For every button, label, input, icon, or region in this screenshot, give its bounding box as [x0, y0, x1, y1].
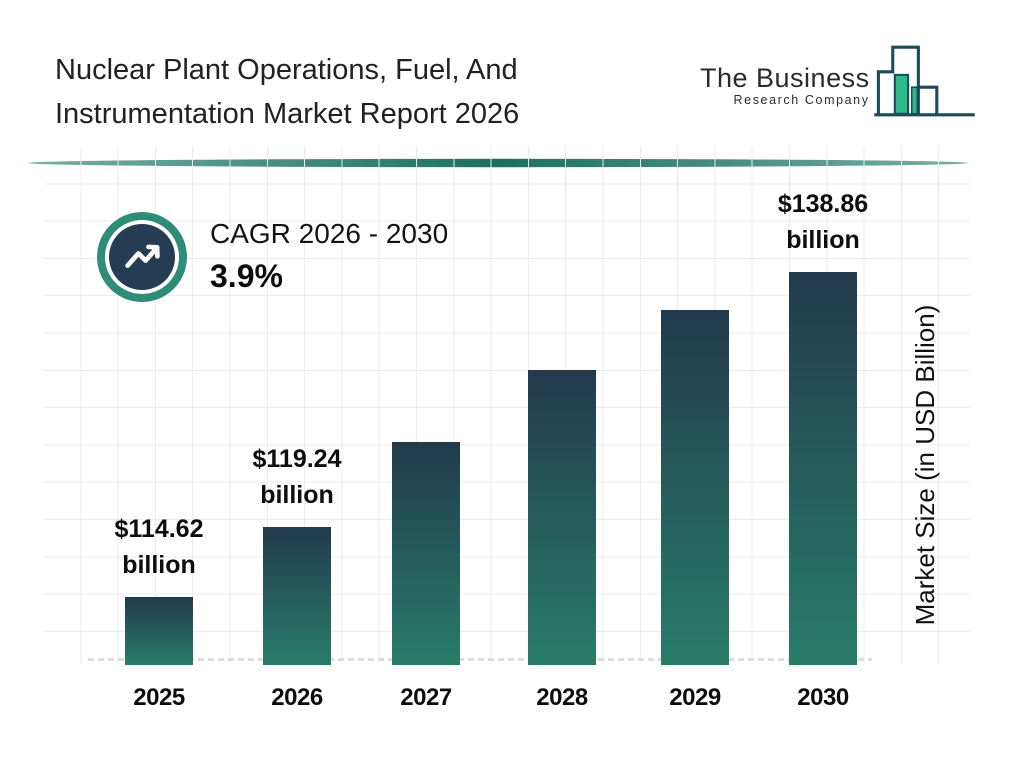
bar — [125, 597, 193, 665]
company-subname: Research Company — [733, 93, 870, 107]
company-logo-mark-icon — [873, 45, 975, 117]
bar-value-label: $114.62 billion — [114, 515, 204, 579]
chart-baseline-dashed — [88, 658, 872, 661]
bar — [789, 272, 857, 665]
cagr-label: CAGR 2026 - 2030 — [210, 218, 449, 249]
x-tick-label: 2027 — [400, 684, 452, 711]
x-tick-label: 2028 — [536, 684, 588, 711]
x-tick-label: 2025 — [133, 684, 185, 711]
page-title-line2: Instrumentation Market Report 2026 — [55, 98, 520, 130]
trending-up-arrow-icon — [125, 244, 160, 268]
bar — [392, 442, 460, 665]
cagr-badge-inner — [109, 224, 175, 290]
x-tick-label: 2026 — [271, 684, 323, 711]
bar-value-label: $138.86 billion — [777, 190, 869, 254]
page-title-line1: Nuclear Plant Operations, Fuel, And — [55, 54, 518, 86]
y-axis-label: Market Size (in USD Billion) — [909, 304, 940, 626]
cagr-badge-white-ring — [105, 220, 179, 294]
company-name: The Business — [700, 63, 870, 93]
bar — [528, 370, 596, 665]
cagr-value: 3.9% — [210, 258, 283, 294]
company-logo: The Business Research Company — [700, 38, 977, 122]
company-logo-text: The Business Research Company — [700, 64, 870, 107]
x-tick-label: 2029 — [669, 684, 721, 711]
bar — [263, 527, 331, 665]
x-tick-label: 2030 — [797, 684, 849, 711]
bar — [661, 310, 729, 665]
page-title: Nuclear Plant Operations, Fuel, And Inst… — [55, 48, 695, 136]
cagr-badge — [97, 212, 187, 302]
bar-value-label: $119.24 billion — [252, 445, 342, 509]
